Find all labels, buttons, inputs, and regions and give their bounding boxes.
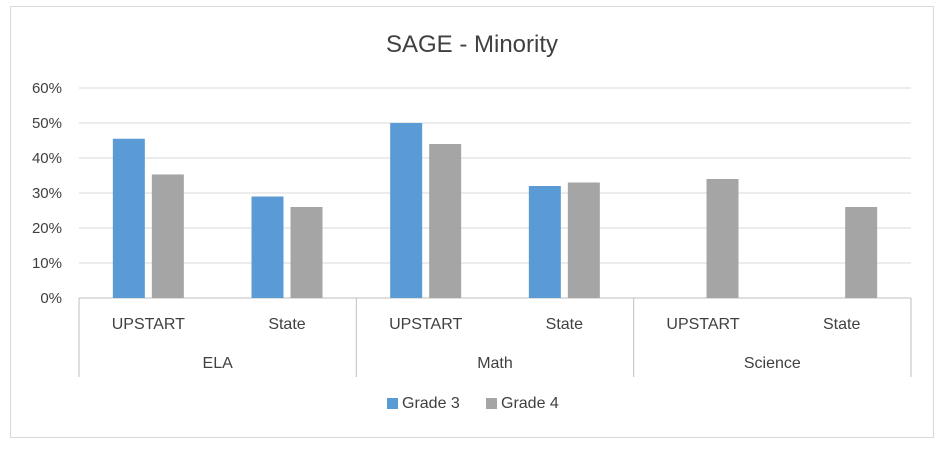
- legend: Grade 3 Grade 4: [387, 395, 559, 412]
- x-axis: UPSTART State UPSTART State UPSTART State ELA M…: [78, 298, 912, 377]
- y-tick-label: 30%: [32, 185, 62, 202]
- y-tick-label: 10%: [32, 255, 62, 272]
- y-tick-label: 0%: [40, 290, 62, 307]
- y-tick-label: 60%: [32, 80, 62, 97]
- y-tick-label: 40%: [32, 150, 62, 167]
- x-category-label: UPSTART: [112, 316, 185, 333]
- bars: [112, 123, 878, 298]
- x-group-label: Math: [477, 355, 513, 372]
- y-axis-ticks: 0% 10% 20% 30% 40% 50% 60%: [32, 80, 62, 307]
- chart-title: SAGE - Minority: [386, 31, 558, 58]
- bar-grade-4: [845, 207, 878, 298]
- bar-grade-4: [706, 179, 739, 298]
- bar-grade-4: [151, 174, 184, 298]
- x-category-label: UPSTART: [666, 316, 739, 333]
- bar-grade-3: [112, 138, 145, 298]
- x-category-label: State: [546, 316, 583, 333]
- legend-swatch: [486, 398, 497, 409]
- x-category-label: State: [268, 316, 305, 333]
- bar-grade-4: [429, 144, 462, 298]
- bar-grade-3: [251, 196, 284, 298]
- x-group-label: Science: [744, 355, 801, 372]
- legend-label: Grade 3: [402, 395, 460, 412]
- legend-swatch: [387, 398, 398, 409]
- y-tick-label: 20%: [32, 220, 62, 237]
- bar-grade-4: [290, 207, 323, 298]
- y-tick-label: 50%: [32, 115, 62, 132]
- gridlines: [79, 87, 911, 299]
- legend-label: Grade 4: [501, 395, 559, 412]
- bar-grade-3: [528, 186, 561, 298]
- x-category-label: UPSTART: [389, 316, 462, 333]
- bar-grade-3: [390, 123, 423, 298]
- bar-grade-4: [567, 182, 600, 298]
- x-category-label: State: [823, 316, 860, 333]
- x-group-label: ELA: [203, 355, 234, 372]
